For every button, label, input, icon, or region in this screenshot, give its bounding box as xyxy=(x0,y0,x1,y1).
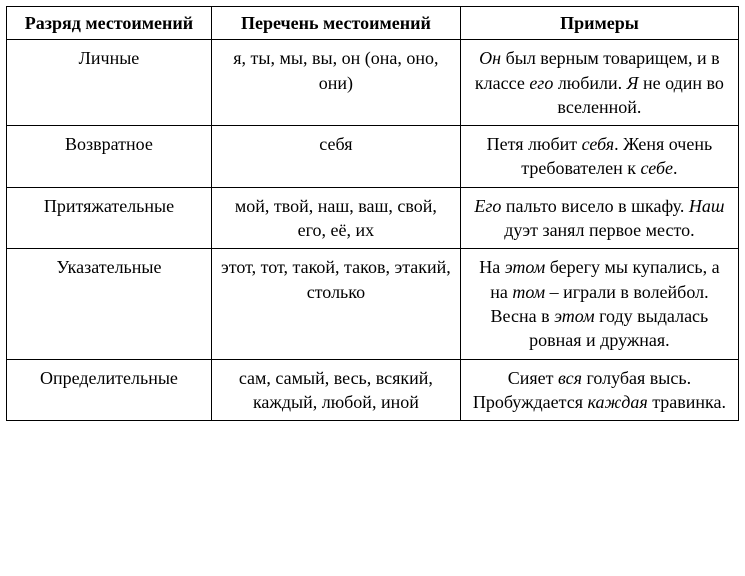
italic-text: том xyxy=(512,282,545,302)
header-category: Разряд местоимений xyxy=(7,7,212,40)
italic-text: себе xyxy=(641,158,674,178)
table-row: Возвратное себя Петя любит себя. Женя оч… xyxy=(7,126,739,188)
italic-text: этом xyxy=(505,257,546,277)
table-row: Личные я, ты, мы, вы, он (она, оно, они)… xyxy=(7,40,739,126)
plain-text: Сияет xyxy=(508,368,558,388)
table-row: Указательные этот, тот, такой, таков, эт… xyxy=(7,249,739,359)
table-row: Определительные сам, самый, весь, всякий… xyxy=(7,359,739,421)
italic-text: Его xyxy=(474,196,501,216)
plain-text: травинка. xyxy=(648,392,726,412)
cell-list: мой, твой, наш, ваш, свой, его, её, их xyxy=(211,187,460,249)
plain-text: На xyxy=(479,257,505,277)
plain-text: дуэт занял первое место. xyxy=(504,220,694,240)
header-examples: Примеры xyxy=(460,7,738,40)
header-list: Перечень местоимений xyxy=(211,7,460,40)
cell-example: Сияет вся голубая высь. Пробуждается каж… xyxy=(460,359,738,421)
cell-list: сам, самый, весь, всякий, каждый, любой,… xyxy=(211,359,460,421)
pronoun-table: Разряд местоимений Перечень местоимений … xyxy=(6,6,739,421)
cell-category: Указательные xyxy=(7,249,212,359)
cell-example: Он был верным товарищем, и в классе его … xyxy=(460,40,738,126)
italic-text: Он xyxy=(479,48,501,68)
italic-text: себя xyxy=(582,134,614,154)
cell-example: Петя любит себя. Женя очень требователен… xyxy=(460,126,738,188)
plain-text: любили. xyxy=(553,73,626,93)
cell-example: Его пальто висело в шкафу. Наш дуэт заня… xyxy=(460,187,738,249)
cell-list: этот, тот, такой, таков, этакий, столько xyxy=(211,249,460,359)
cell-category: Возвратное xyxy=(7,126,212,188)
italic-text: каждая xyxy=(588,392,648,412)
italic-text: его xyxy=(529,73,553,93)
cell-list: я, ты, мы, вы, он (она, оно, они) xyxy=(211,40,460,126)
italic-text: этом xyxy=(554,306,595,326)
cell-category: Личные xyxy=(7,40,212,126)
italic-text: Я xyxy=(627,73,639,93)
table-row: Притяжательные мой, твой, наш, ваш, свой… xyxy=(7,187,739,249)
cell-list: себя xyxy=(211,126,460,188)
cell-category: Определительные xyxy=(7,359,212,421)
plain-text: пальто висело в шкафу. xyxy=(501,196,688,216)
table-header-row: Разряд местоимений Перечень местоимений … xyxy=(7,7,739,40)
plain-text: . xyxy=(673,158,678,178)
cell-category: Притяжательные xyxy=(7,187,212,249)
plain-text: Петя любит xyxy=(487,134,582,154)
cell-example: На этом берегу мы купались, а на том – и… xyxy=(460,249,738,359)
italic-text: вся xyxy=(558,368,582,388)
italic-text: Наш xyxy=(689,196,725,216)
